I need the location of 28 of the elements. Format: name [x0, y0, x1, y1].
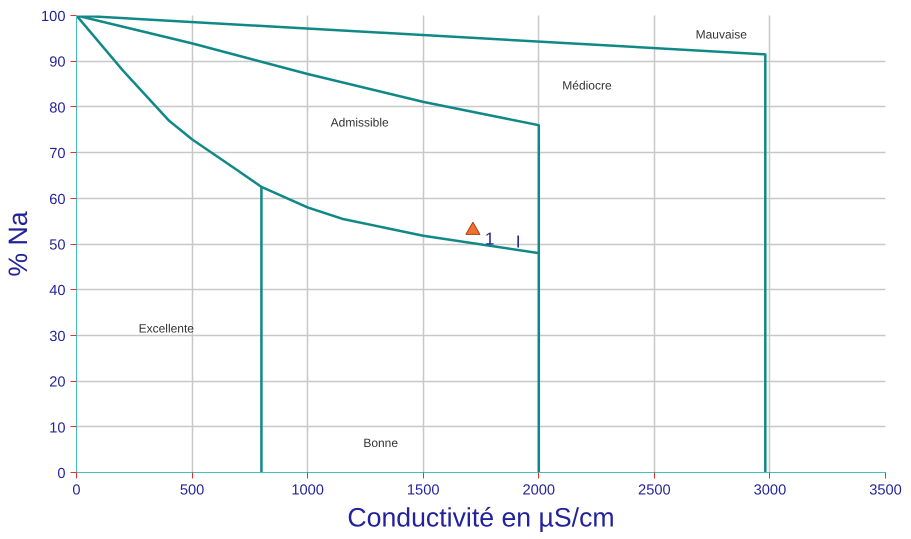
annotation: Mauvaise	[696, 28, 748, 42]
annotation: Médiocre	[562, 78, 612, 92]
x-tick-label: 3500	[869, 482, 902, 498]
y-tick-label: 50	[49, 238, 66, 254]
y-tick-label: 60	[49, 192, 66, 208]
y-tick-label: 90	[49, 54, 66, 71]
x-axis-title: Conductivité en µS/cm	[347, 502, 615, 532]
x-tick-label: 500	[180, 482, 204, 498]
y-tick-label: 0	[57, 466, 66, 482]
y-tick-label: 40	[49, 283, 66, 300]
annotation: I	[516, 232, 521, 252]
x-tick-label: 0	[72, 482, 81, 498]
y-tick-label: 30	[49, 328, 66, 345]
y-tick-label: 20	[49, 374, 66, 391]
annotation: Excellente	[138, 322, 194, 336]
y-axis-title: % Na	[3, 211, 34, 277]
x-tick-label: 2500	[638, 482, 671, 498]
y-tick-label: 70	[49, 146, 66, 162]
y-tick-label: 80	[49, 100, 66, 116]
x-tick-label: 1500	[406, 482, 440, 498]
y-tick-label: 10	[49, 420, 66, 436]
x-tick-label: 1000	[291, 482, 324, 498]
y-tick-label: 100	[41, 9, 66, 25]
annotation: Bonne	[363, 436, 398, 450]
annotation: Admissible	[330, 115, 389, 130]
x-tick-label: 2000	[522, 482, 556, 498]
annotation: 1	[484, 228, 495, 248]
x-tick-label: 3000	[754, 482, 786, 498]
